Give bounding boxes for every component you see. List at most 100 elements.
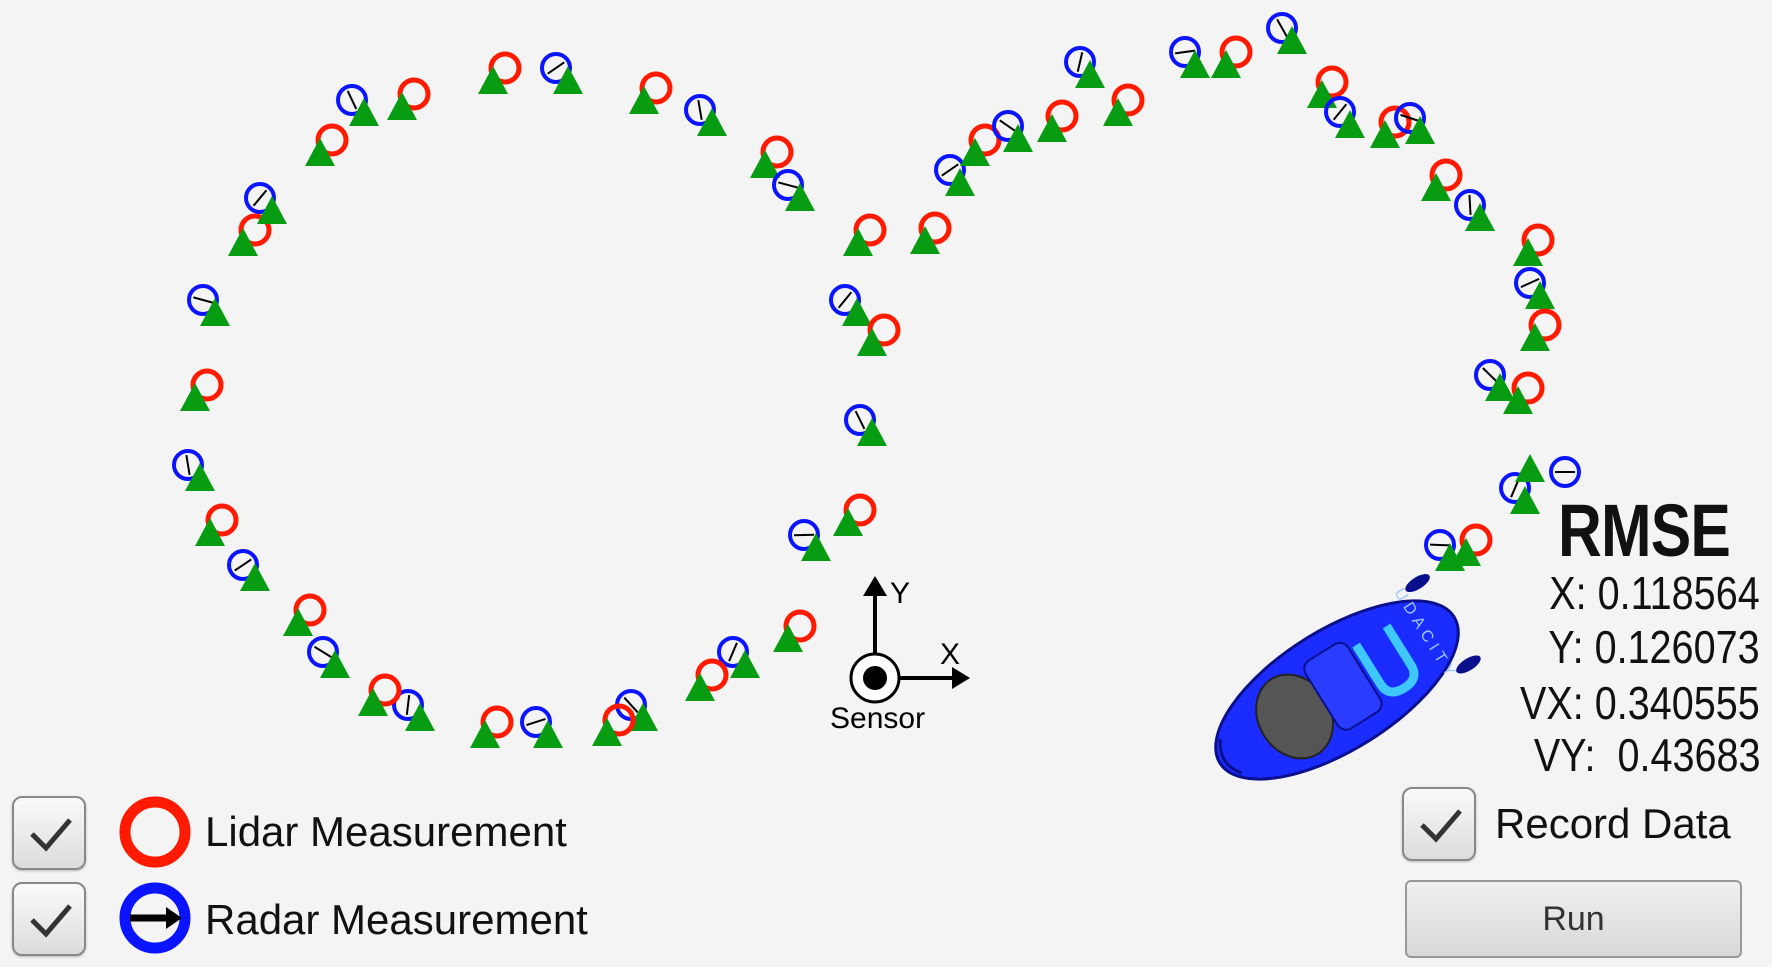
estimate-marker [1465, 203, 1495, 231]
estimate-marker [478, 66, 508, 94]
estimate-marker [1485, 373, 1515, 401]
lidar-marker [843, 493, 877, 527]
radar-label: Radar Measurement [205, 896, 588, 943]
lidar-marker [1315, 65, 1349, 99]
estimate-marker [1515, 454, 1545, 482]
estimate-marker [1405, 116, 1435, 144]
estimate-marker [1277, 26, 1307, 54]
radar-marker [1474, 359, 1506, 391]
lidar-marker [315, 123, 349, 157]
lidar-marker [190, 368, 224, 402]
estimate-marker [180, 383, 210, 411]
estimate-marker [1513, 238, 1543, 266]
estimate-marker [910, 226, 940, 254]
estimate-marker [960, 138, 990, 166]
estimate-marker [843, 228, 873, 256]
car-sprite: UDACITY [1214, 574, 1481, 781]
lidar-label: Lidar Measurement [205, 808, 567, 855]
sensor-y-label: Y [890, 577, 910, 610]
radar-checkbox[interactable] [12, 882, 86, 956]
lidar-marker [853, 213, 887, 247]
checkmark-icon [30, 818, 72, 852]
radar-marker [307, 636, 339, 668]
lidar-marker [1528, 308, 1562, 342]
radar-marker [392, 689, 424, 721]
radar-marker [684, 94, 716, 126]
checkmark-icon [1420, 809, 1462, 843]
estimate-marker [387, 92, 417, 120]
estimate-marker [1037, 114, 1067, 142]
rmse-y: Y: 0.126073 [1548, 621, 1760, 673]
lidar-marker [1378, 105, 1412, 139]
estimate-marker [592, 718, 622, 746]
lidar-marker [1111, 83, 1145, 117]
rmse-x: X: 0.118564 [1549, 567, 1760, 619]
lidar-marker [695, 658, 729, 692]
estimate-marker [553, 66, 583, 94]
measurement-markers [172, 12, 1581, 748]
lidar-marker [1045, 99, 1079, 133]
lidar-marker [205, 503, 239, 537]
radar-marker [1394, 102, 1426, 134]
lidar-marker [867, 313, 901, 347]
estimate-marker [195, 518, 225, 546]
estimate-marker [697, 108, 727, 136]
radar-marker [844, 404, 876, 436]
radar-marker [1064, 46, 1096, 78]
lidar-marker [760, 135, 794, 169]
estimate-marker [305, 138, 335, 166]
sensor-label: Sensor [830, 702, 925, 735]
estimate-marker [349, 98, 379, 126]
radar-marker [1266, 12, 1298, 44]
rmse-title: RMSE [1558, 489, 1731, 572]
lidar-marker [1511, 371, 1545, 405]
estimate-marker [1520, 323, 1550, 351]
estimate-marker [1003, 124, 1033, 152]
estimate-marker [470, 720, 500, 748]
radar-marker [244, 182, 276, 214]
estimate-marker [750, 150, 780, 178]
estimate-marker [320, 650, 350, 678]
lidar-marker [968, 123, 1002, 157]
lidar-legend-icon [119, 796, 191, 868]
radar-marker [336, 84, 368, 116]
radar-marker [934, 154, 966, 186]
rmse-vy: VY: 0.43683 [1533, 729, 1760, 781]
radar-marker [172, 449, 204, 481]
record-data-label: Record Data [1495, 800, 1731, 847]
lidar-checkbox[interactable] [12, 796, 86, 870]
estimate-marker [358, 688, 388, 716]
lidar-marker [1459, 523, 1493, 557]
radar-legend-icon [119, 882, 191, 954]
estimate-marker [405, 703, 435, 731]
radar-marker [540, 52, 572, 84]
radar-marker [772, 169, 804, 201]
run-button[interactable]: Run [1405, 880, 1742, 958]
estimate-marker [200, 298, 230, 326]
estimate-marker [228, 228, 258, 256]
lidar-marker [397, 77, 431, 111]
estimate-marker [945, 168, 975, 196]
radar-marker [520, 706, 552, 738]
estimate-marker [857, 418, 887, 446]
radar-marker [1169, 36, 1201, 68]
radar-marker [187, 284, 219, 316]
lidar-marker [368, 673, 402, 707]
radar-marker [829, 284, 861, 316]
estimate-marker [1211, 50, 1241, 78]
estimate-marker [1335, 110, 1365, 138]
radar-marker [1324, 96, 1356, 128]
record-data-checkbox[interactable] [1402, 787, 1476, 861]
sensor-x-label: X [940, 638, 960, 671]
sensor-axes: Y X Sensor [830, 576, 970, 735]
estimate-marker [240, 563, 270, 591]
estimate-marker [1075, 60, 1105, 88]
estimate-marker [629, 86, 659, 114]
estimate-marker [283, 608, 313, 636]
lidar-marker [783, 609, 817, 643]
lidar-marker [1219, 35, 1253, 69]
checkmark-icon [30, 904, 72, 938]
radar-marker [788, 519, 820, 551]
estimate-marker [1510, 486, 1540, 514]
radar-marker [717, 636, 749, 668]
